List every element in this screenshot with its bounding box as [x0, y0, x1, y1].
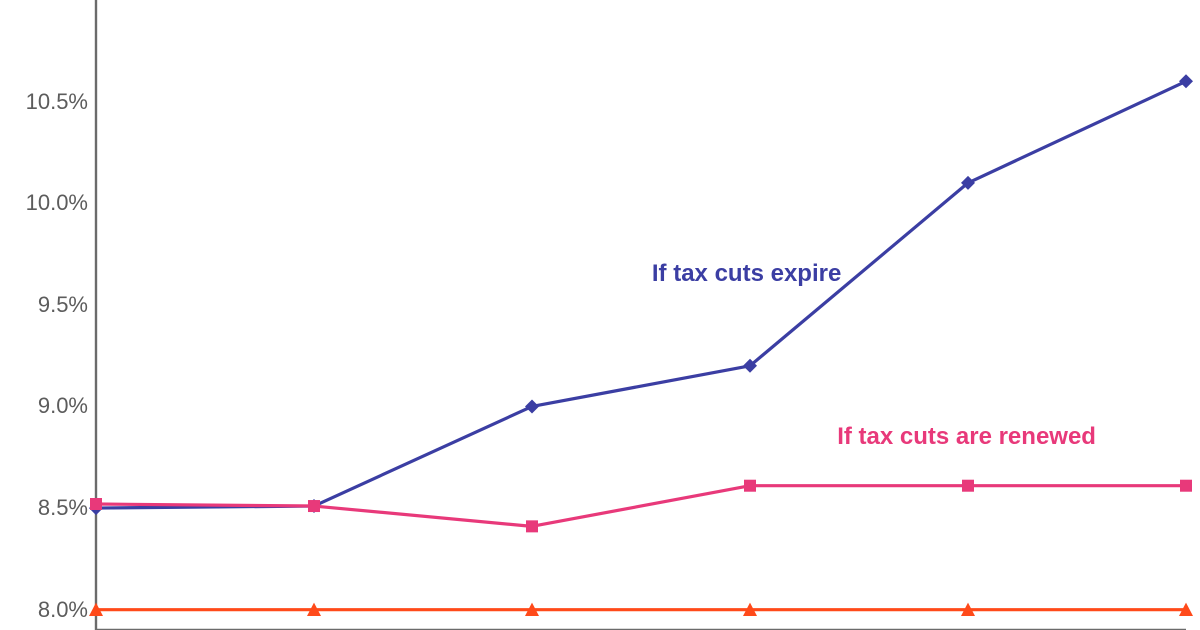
series-label-renewed: If tax cuts are renewed: [837, 423, 1096, 451]
line-chart: 8.0% 8.5% 9.0% 9.5% 10.0% 10.5% If tax cuts ex…: [0, 0, 1200, 630]
y-tick-label: 8.0%: [38, 597, 88, 623]
y-tick-label: 10.5%: [26, 89, 88, 115]
y-tick-label: 8.5%: [38, 495, 88, 521]
y-tick-label: 9.0%: [38, 393, 88, 419]
y-tick-label: 10.0%: [26, 190, 88, 216]
chart-canvas: [0, 0, 1200, 630]
series-line-renewed: [96, 486, 1186, 527]
series-label-expire: If tax cuts expire: [652, 260, 841, 288]
y-tick-label: 9.5%: [38, 292, 88, 318]
